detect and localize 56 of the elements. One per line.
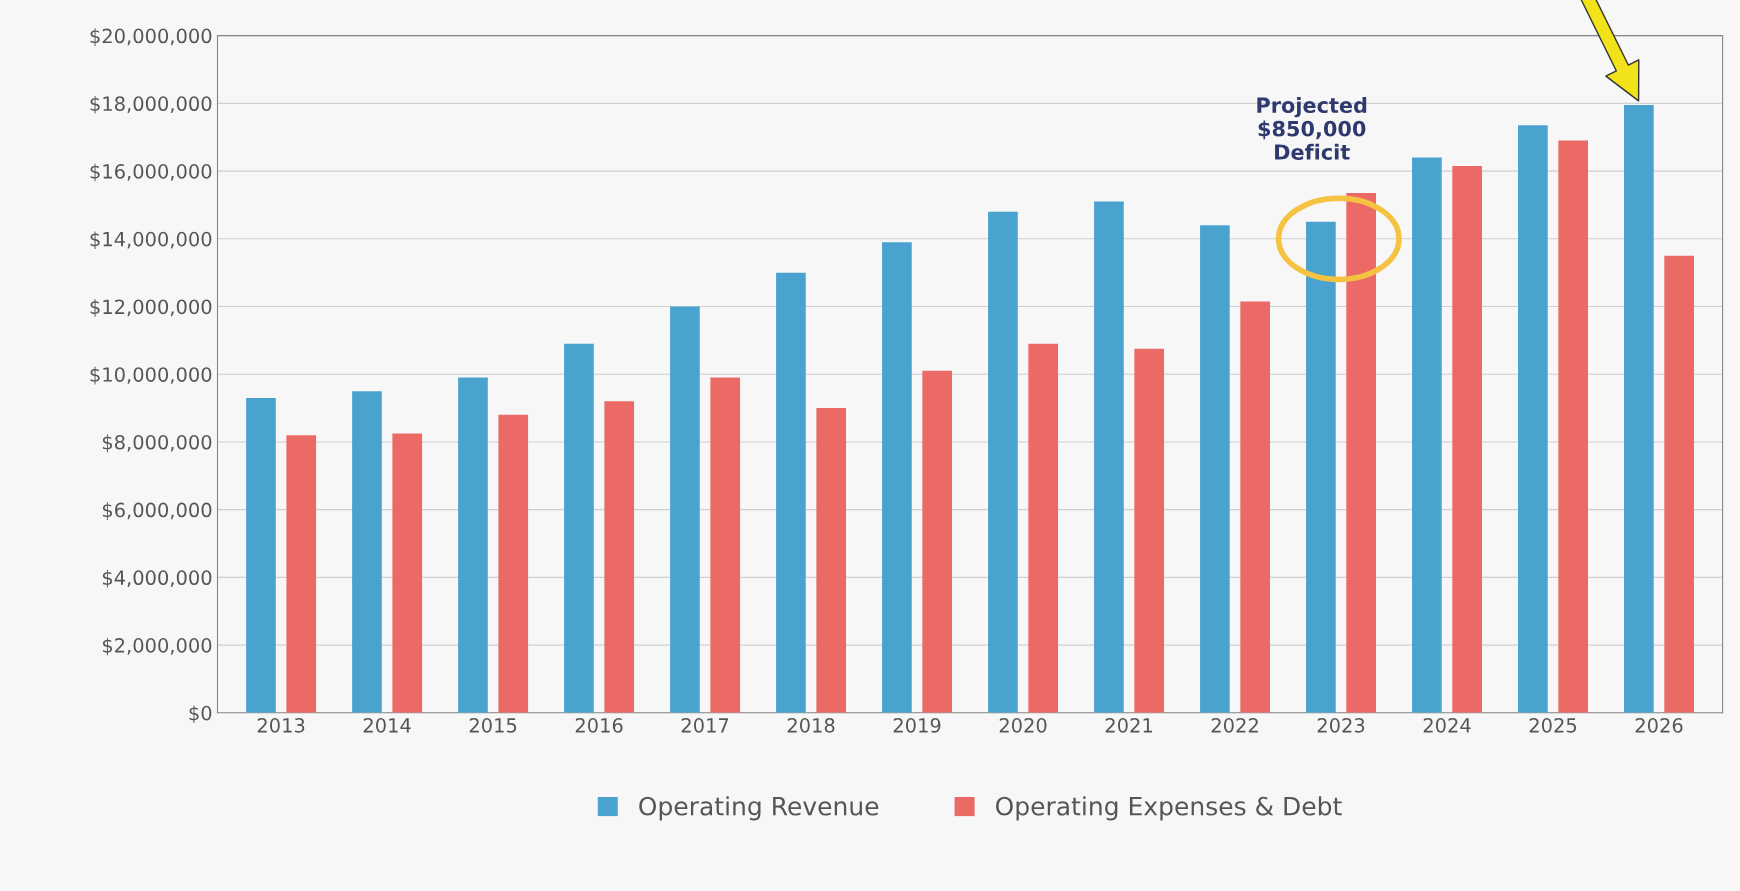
x-tick-label: 2016 [575,718,623,733]
x-tick-label: 2017 [681,718,729,733]
y-tick-label: $16,000,000 [90,163,212,182]
bar [1200,225,1230,713]
legend-label: Operating Revenue [639,796,879,821]
x-tick-label: 2020 [999,718,1047,733]
legend-label: Operating Expenses & Debt [995,796,1342,821]
bar [392,433,423,713]
x-tick-label: 2026 [1635,718,1683,733]
x-tick-label: 2014 [363,718,411,733]
annotation: Projected $850,000 Deficit [1257,96,1367,160]
y-tick-label: $0 [189,705,212,724]
y-tick-label: $10,000,000 [90,366,212,385]
y-tick-label: $2,000,000 [102,637,212,656]
bar [710,377,741,713]
y-tick-label: $4,000,000 [102,569,212,588]
bar [498,414,529,713]
bar [1452,165,1482,713]
bar [988,211,1018,713]
bar [1518,125,1548,713]
bar [1094,201,1124,713]
x-tick-label: 2021 [1105,718,1152,733]
bar [1412,157,1442,713]
bar [816,408,847,713]
bar [1306,221,1336,713]
x-tick-label: 2024 [1423,718,1471,733]
x-tick-label: 2025 [1529,718,1577,733]
x-tick-label: 2019 [893,718,941,733]
bar [1240,301,1271,713]
bar [776,272,806,713]
bar [670,306,700,713]
y-tick-label: $8,000,000 [102,434,212,453]
y-tick-label: $18,000,000 [90,95,212,114]
bar [922,370,953,713]
bar [1664,255,1694,713]
x-tick-label: 2013 [257,718,305,733]
bar [286,435,317,713]
bar [1028,343,1059,713]
bar [1346,193,1376,713]
bar [1134,348,1165,713]
bar [458,377,488,713]
x-tick-label: 2015 [469,718,517,733]
y-tick-label: $6,000,000 [102,502,212,520]
bar [604,401,635,713]
bar [1558,140,1588,713]
y-tick-label: $14,000,000 [90,231,212,250]
y-tick-label: $12,000,000 [90,299,212,317]
x-tick-label: 2023 [1317,718,1365,733]
y-tick-label: $20,000,000 [90,28,212,46]
bar [564,343,594,713]
bar [352,391,382,713]
bar [1624,105,1654,713]
x-tick-label: 2018 [787,718,835,733]
x-tick-label: 2022 [1211,718,1258,733]
bar [246,397,276,713]
bar [882,242,912,713]
